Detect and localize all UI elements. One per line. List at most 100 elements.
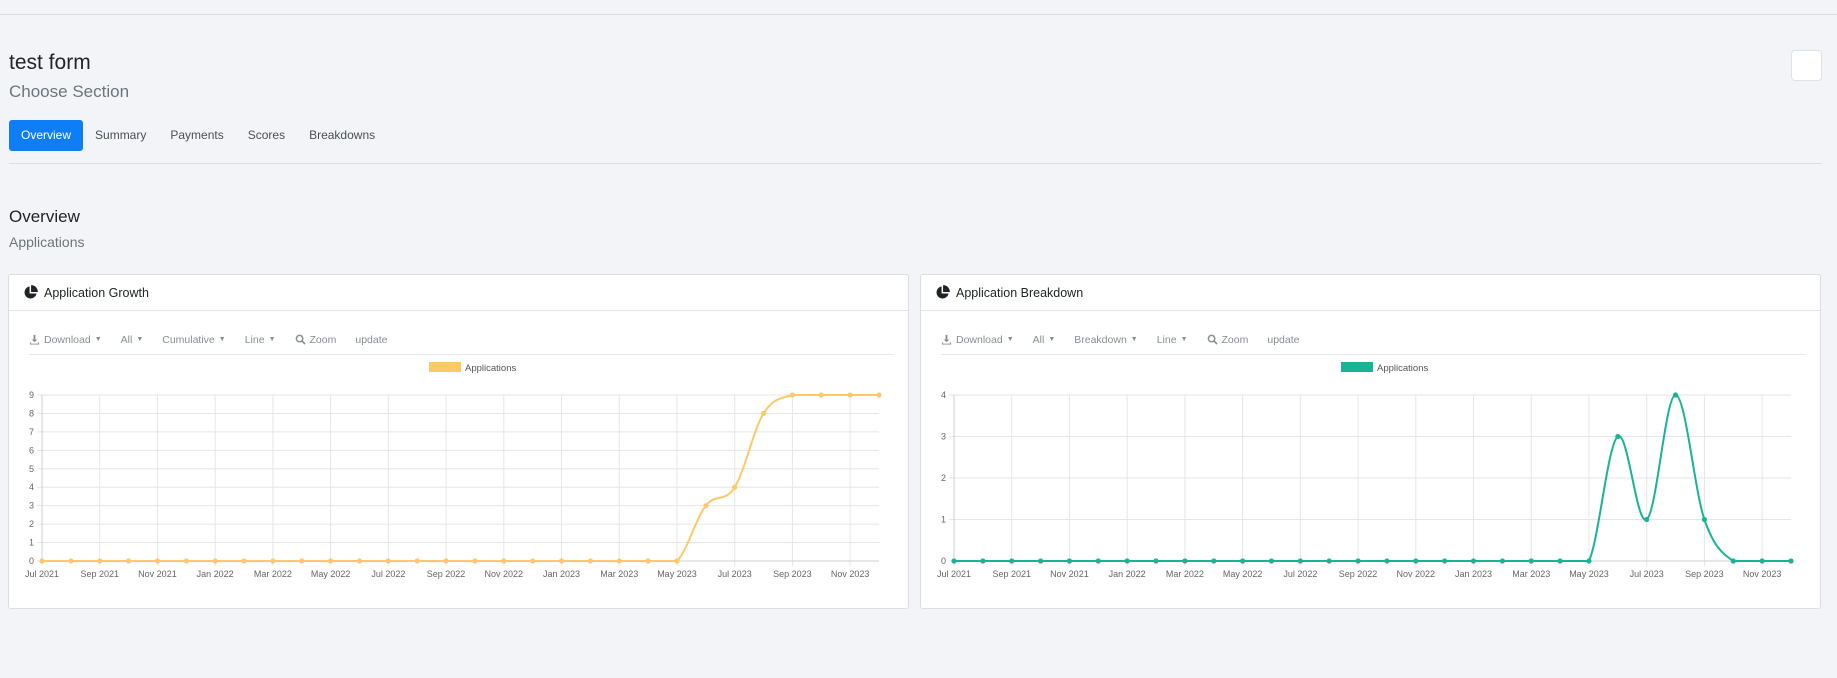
chart-type-label: Line [1156, 333, 1177, 346]
data-point [703, 503, 709, 509]
x-tick-label: Jul 2023 [718, 569, 752, 579]
x-tick-label: Sep 2022 [427, 569, 466, 579]
section-divider [9, 163, 1822, 164]
data-point [270, 558, 276, 564]
data-point [68, 558, 74, 564]
data-point [1326, 558, 1332, 564]
chart-area: Applications 0 1 2 3 4 Jul 2021 Sep 2021 Nov 202… [921, 353, 1820, 608]
data-point [1268, 558, 1275, 564]
data-point [1240, 558, 1246, 564]
data-point [1586, 558, 1592, 564]
page-title: test form [9, 51, 91, 74]
filter-label: All [120, 333, 133, 346]
y-tick-label: 2 [29, 519, 34, 529]
data-point [645, 558, 651, 564]
caret-down-icon: ▼ [1130, 336, 1138, 343]
data-point [212, 558, 218, 564]
zoom-label: Zoom [1221, 333, 1249, 346]
application-breakdown-chart: Applications 0 1 2 3 4 Jul 2021 Sep 2021 Nov 202… [937, 362, 1794, 579]
x-tick-label: Nov 2023 [1743, 569, 1782, 579]
x-tick-label: Mar 2023 [600, 569, 638, 579]
data-point [501, 558, 507, 564]
tab-summary[interactable]: Summary [95, 128, 147, 142]
x-tick-label: May 2022 [1223, 569, 1263, 579]
data-point [1384, 558, 1390, 564]
card-header: Application Breakdown [921, 275, 1820, 311]
y-tick-label: 0 [29, 556, 34, 566]
data-point [587, 558, 593, 564]
zoom-button[interactable]: Zoom [295, 334, 336, 346]
data-point [414, 558, 420, 564]
data-point [1095, 558, 1101, 564]
zoom-button[interactable]: Zoom [1207, 333, 1249, 346]
section-tabs: Overview Summary Payments Scores Breakdo… [9, 120, 387, 151]
data-point [847, 392, 853, 398]
y-tick-label: 2 [941, 473, 946, 483]
x-tick-label: May 2022 [311, 569, 351, 579]
data-point [1730, 558, 1736, 564]
card-header: Application Growth [9, 275, 908, 311]
x-tick-label: May 2023 [657, 569, 697, 579]
download-dropdown[interactable]: Download ▼ [29, 334, 102, 346]
data-point [732, 484, 738, 490]
data-point [616, 558, 622, 564]
update-button[interactable]: update [1267, 333, 1300, 346]
data-point [674, 558, 680, 564]
chart-toolbar: Download ▼ All ▼ Breakdown ▼ Line ▼ Zoom upd… [941, 325, 1805, 355]
data-point [1442, 558, 1448, 564]
caret-down-icon: ▼ [1180, 336, 1188, 343]
tab-breakdowns[interactable]: Breakdowns [309, 128, 376, 142]
card-title: Application Growth [44, 285, 149, 300]
x-tick-label: Sep 2021 [992, 569, 1031, 579]
top-right-button[interactable] [1791, 50, 1822, 81]
caret-down-icon: ▼ [1006, 336, 1014, 343]
x-tick-label: Nov 2022 [485, 569, 524, 579]
data-point [1615, 433, 1621, 440]
caret-down-icon: ▼ [218, 336, 226, 343]
chart-type-dropdown[interactable]: Line ▼ [1157, 334, 1188, 346]
search-icon [1207, 334, 1218, 345]
y-tick-label: 0 [941, 556, 946, 566]
x-tick-label: Mar 2022 [254, 569, 292, 579]
data-point [1557, 558, 1563, 564]
x-tick-label: Jul 2022 [1283, 569, 1317, 579]
data-point [125, 558, 132, 564]
data-point [530, 558, 536, 564]
data-point [980, 558, 986, 564]
data-point [951, 558, 957, 564]
data-point [789, 392, 796, 398]
data-point [1701, 516, 1708, 523]
card-title: Application Breakdown [956, 285, 1084, 300]
data-point [1037, 558, 1044, 564]
data-point [1470, 558, 1477, 564]
data-point [1759, 558, 1765, 564]
caret-down-icon: ▼ [268, 336, 276, 343]
update-button[interactable]: update [355, 333, 388, 346]
chart-toolbar: Download ▼ All ▼ Cumulative ▼ Line ▼ Zoom up… [29, 325, 893, 355]
data-point [443, 558, 449, 564]
x-tick-label: Jan 2022 [197, 569, 234, 579]
top-divider [0, 14, 1837, 15]
mode-dropdown[interactable]: Breakdown ▼ [1074, 334, 1137, 346]
chart-type-dropdown[interactable]: Line ▼ [245, 334, 276, 346]
pie-chart-icon [23, 285, 38, 300]
chart-area: Applications 0 1 2 3 4 5 6 7 8 9 Jul 2021 Sep 2021 No… [9, 353, 908, 608]
legend-label: Applications [465, 363, 516, 374]
download-dropdown[interactable]: Download ▼ [941, 334, 1014, 346]
y-tick-label: 1 [941, 515, 946, 525]
y-tick-label: 9 [29, 390, 34, 400]
tab-payments[interactable]: Payments [170, 128, 224, 142]
mode-dropdown[interactable]: Cumulative ▼ [162, 334, 225, 346]
data-point [1413, 558, 1419, 564]
x-tick-label: Mar 2022 [1166, 569, 1204, 579]
mode-label: Cumulative [162, 333, 215, 346]
data-point [1153, 558, 1159, 564]
x-tick-label: Sep 2023 [773, 569, 812, 579]
filter-label: All [1032, 333, 1045, 346]
filter-dropdown[interactable]: All ▼ [1033, 334, 1056, 346]
filter-dropdown[interactable]: All ▼ [121, 334, 144, 346]
mode-label: Breakdown [1074, 333, 1127, 346]
tab-scores[interactable]: Scores [247, 128, 286, 142]
tab-overview[interactable]: Overview [9, 120, 84, 151]
y-tick-label: 1 [29, 538, 34, 548]
